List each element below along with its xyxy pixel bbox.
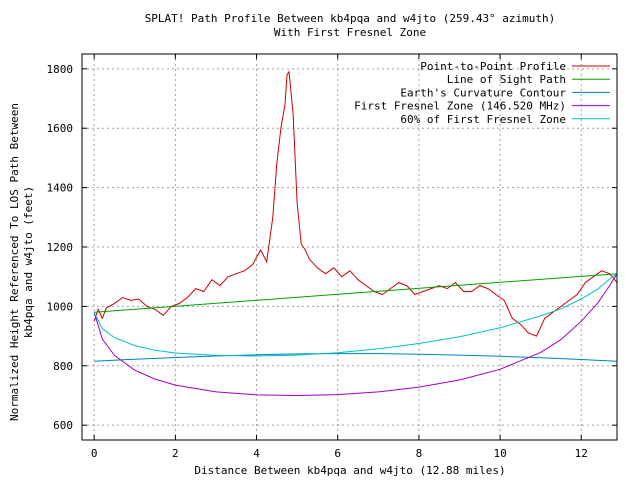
series-line-60-of-first-fresnel-zone <box>93 273 618 357</box>
y-axis-label-line-2: kb4pqa and w4jto (feet) <box>22 186 35 338</box>
chart-title-line-1: SPLAT! Path Profile Between kb4pqa and w… <box>145 12 556 25</box>
series-line-first-fresnel-zone-146-520-mhz <box>93 273 618 397</box>
x-tick-label: 8 <box>416 447 423 460</box>
x-tick-label: 12 <box>575 447 588 460</box>
series-line-point-to-point-profile <box>93 70 618 337</box>
x-tick-label: 2 <box>172 447 179 460</box>
chart-title-line-2: With First Fresnel Zone <box>274 26 426 39</box>
grid <box>82 54 617 440</box>
series-line-earth-s-curvature-contour <box>94 353 618 362</box>
plot-series <box>93 70 618 397</box>
y-tick-label: 600 <box>53 419 73 432</box>
legend-label: Point-to-Point Profile <box>420 60 566 73</box>
y-tick-label: 1000 <box>47 300 74 313</box>
y-tick-label: 1400 <box>47 182 74 195</box>
axis-ticks: 0 2 4 6 8 10 12 600 800 1000 1200 1400 1600 1800 <box>47 54 617 460</box>
y-tick-label: 800 <box>53 360 73 373</box>
plot-area-frame <box>81 53 618 441</box>
legend-label: 60% of First Fresnel Zone <box>400 113 566 126</box>
x-tick-label: 0 <box>91 447 98 460</box>
legend-label: Line of Sight Path <box>447 73 566 86</box>
x-axis-label: Distance Between kb4pqa and w4jto (12.88… <box>194 464 505 477</box>
x-tick-label: 10 <box>493 447 506 460</box>
y-axis-label-line-1: Normalized Height Referenced To LOS Path… <box>8 103 21 421</box>
y-tick-label: 1200 <box>47 241 74 254</box>
y-tick-label: 1600 <box>47 122 74 135</box>
legend-label: Earth's Curvature Contour <box>400 86 566 99</box>
y-tick-label: 1800 <box>47 63 74 76</box>
x-tick-label: 4 <box>253 447 260 460</box>
legend-label: First Fresnel Zone (146.520 MHz) <box>354 100 566 113</box>
series-line-line-of-sight-path <box>94 273 618 313</box>
x-tick-label: 6 <box>334 447 341 460</box>
